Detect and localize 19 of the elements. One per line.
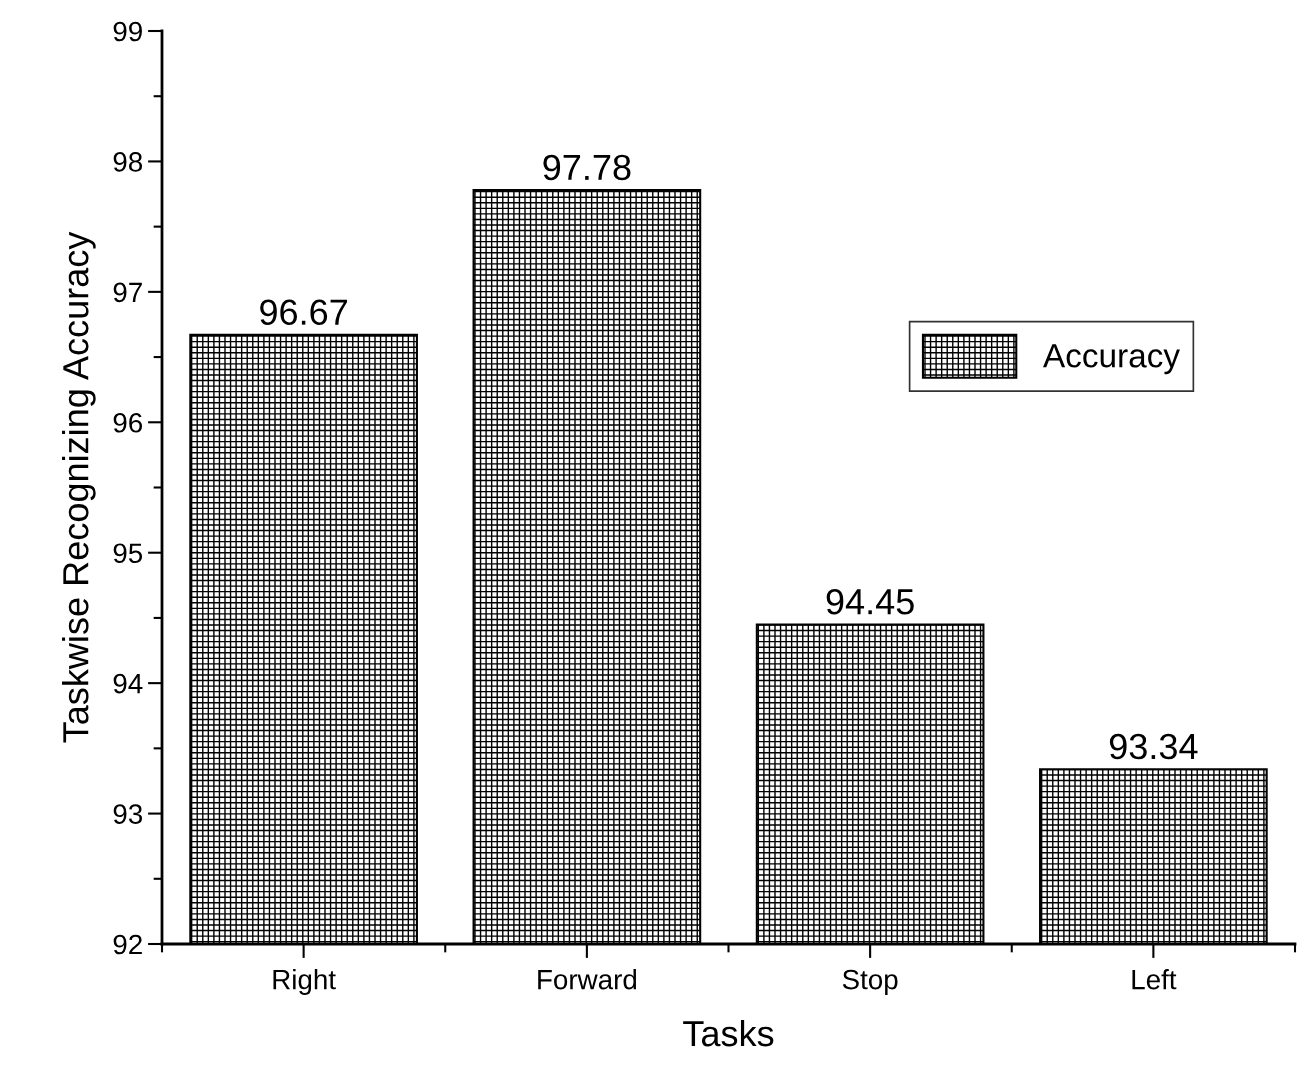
data-label: 96.67 [260, 299, 347, 325]
y-tick-label: 93 [113, 804, 143, 824]
legend-label: Accuracy [1043, 344, 1180, 375]
y-axis-title: Taskwise Recognizing Accuracy [62, 231, 96, 743]
y-tick-label: 99 [113, 21, 142, 42]
x-tick-label: Left [1132, 969, 1177, 990]
x-tick-label: Right [273, 969, 336, 995]
y-tick-label: 92 [113, 934, 142, 955]
y-tick-label: 98 [113, 152, 143, 172]
x-axis-title: Tasks [683, 1019, 774, 1047]
y-tick-label: 94 [113, 673, 143, 694]
x-tick-label: Forward [538, 969, 637, 990]
data-label: 97.78 [543, 154, 631, 181]
y-tick-label: 95 [113, 543, 143, 564]
data-label: 94.45 [826, 588, 914, 615]
data-label: 93.34 [1109, 733, 1198, 760]
y-tick-label: 97 [113, 282, 142, 303]
x-tick-label: Stop [842, 969, 898, 995]
y-tick-label: 96 [113, 412, 143, 433]
